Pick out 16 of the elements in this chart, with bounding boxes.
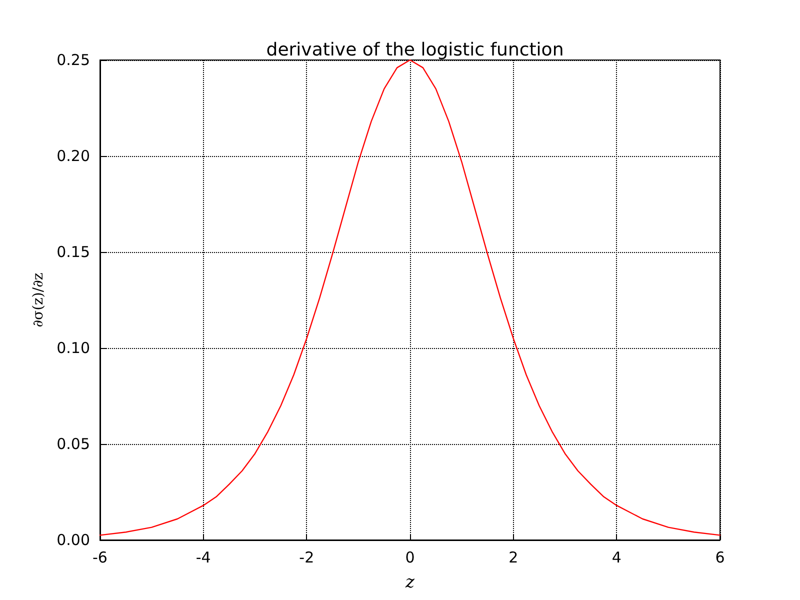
y-tick-label: 0.00: [56, 531, 90, 549]
x-tick-label: -2: [299, 548, 314, 566]
x-axis-title: z: [404, 572, 416, 592]
x-tick-label: 6: [715, 548, 725, 566]
chart-title: derivative of the logistic function: [266, 40, 564, 60]
x-tick-label: 0: [405, 548, 415, 566]
x-tick-label: -4: [196, 548, 211, 566]
y-tick-label: 0.10: [56, 339, 90, 357]
x-tick-label: -6: [92, 548, 108, 566]
x-tick-label: 4: [612, 548, 622, 566]
y-axis-title: ∂σ(z)/∂z: [30, 272, 47, 328]
y-tick-label: 0.15: [56, 243, 90, 261]
x-tick-label: 2: [508, 548, 518, 566]
y-tick-label: 0.20: [56, 147, 90, 165]
y-tick-label: 0.05: [56, 435, 90, 453]
y-tick-label: 0.25: [56, 51, 90, 69]
